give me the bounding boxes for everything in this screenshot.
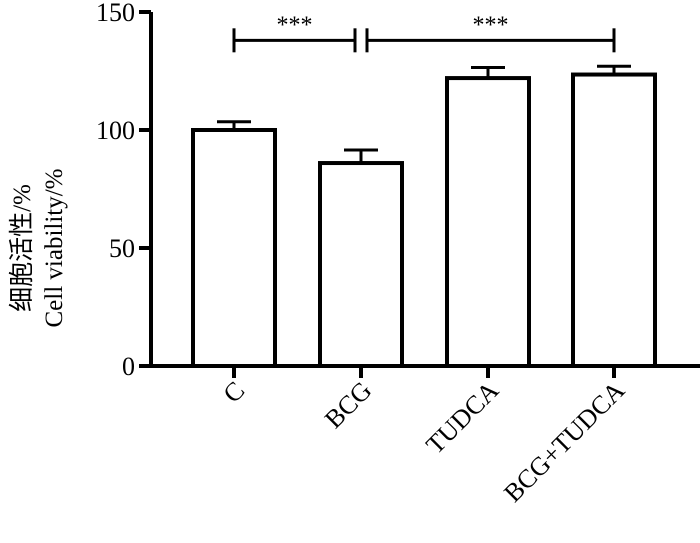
bar (571, 72, 657, 368)
x-tick-label: BCG (319, 376, 377, 434)
significance-label: *** (277, 12, 313, 38)
significance-label: *** (473, 12, 509, 38)
y-tick-label: 100 (96, 116, 135, 145)
x-tick-label: C (217, 376, 250, 409)
significance-brackets: *** *** (232, 12, 616, 53)
bars (191, 72, 657, 369)
y-axis-label-line-2: Cell viability/% (41, 168, 68, 327)
y-tick-label: 0 (122, 352, 135, 381)
x-tick-label: TUDCA (420, 376, 504, 460)
error-bars (217, 64, 631, 164)
bar (445, 76, 531, 369)
y-axis-label: 细胞活性/% Cell viability/% (8, 168, 68, 327)
x-tick-label: BCG+TUDCA (498, 376, 630, 508)
y-axis-label-line-1: 细胞活性/% (8, 184, 36, 312)
y-tick-label: 50 (109, 234, 135, 263)
bar (318, 161, 404, 368)
bar (191, 128, 277, 368)
y-tick-label: 150 (96, 0, 135, 27)
